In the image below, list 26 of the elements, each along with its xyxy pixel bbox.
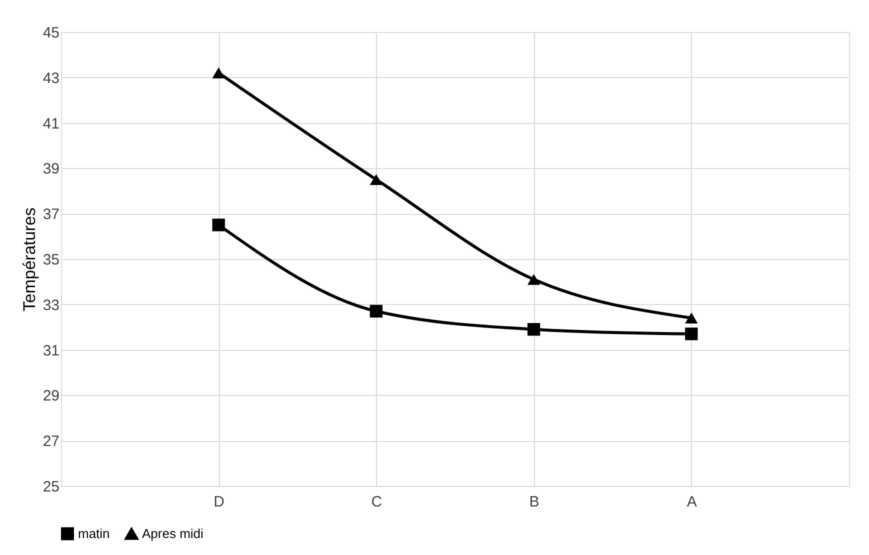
x-tick-label: A: [686, 494, 697, 510]
legend-label: matin: [78, 526, 110, 541]
legend-label: Apres midi: [142, 526, 204, 542]
y-tick-label: 31: [42, 342, 60, 360]
point: [370, 174, 383, 186]
point: [212, 218, 225, 232]
y-tick-label: 27: [42, 433, 60, 450]
y-tick-label: 45: [42, 24, 60, 42]
point: [527, 323, 540, 336]
y-tick-label: 35: [42, 252, 60, 268]
y-tick-label: 25: [42, 478, 60, 496]
y-tick-label: 37: [42, 206, 60, 224]
y-tick-label: 43: [42, 70, 60, 87]
x-tick-label: B: [529, 494, 540, 510]
x-tick-label: D: [214, 494, 225, 510]
y-tick-label: 41: [42, 115, 60, 132]
y-axis-title: Températures: [20, 208, 39, 312]
point: [685, 312, 698, 324]
y-tick-label: 29: [42, 388, 60, 405]
point: [527, 274, 540, 285]
x-tick-label: C: [371, 494, 382, 510]
y-tick-label: 39: [42, 160, 60, 178]
point: [370, 304, 383, 318]
y-tick-label: 33: [42, 296, 60, 314]
point: [212, 67, 225, 78]
point: [685, 328, 698, 340]
